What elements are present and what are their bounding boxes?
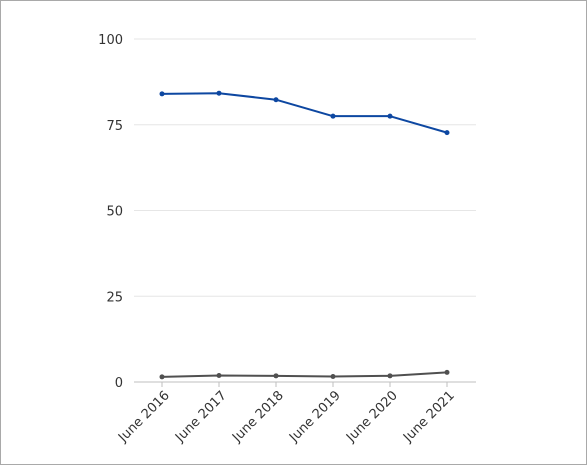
series-2-point (387, 373, 393, 379)
y-tick-label: 75 (106, 119, 123, 134)
x-tick-label: June 2017 (172, 388, 230, 446)
x-tick-label: June 2016 (115, 388, 173, 446)
series-2-point (159, 374, 165, 380)
series-2-point (330, 374, 336, 380)
x-tick-label: June 2020 (343, 388, 401, 446)
gridlines (134, 38, 476, 383)
y-tick-label: 25 (106, 290, 123, 305)
y-tick-label: 0 (115, 376, 123, 391)
x-tick-label: June 2021 (400, 388, 458, 446)
y-tick-label: 50 (106, 205, 123, 220)
x-axis: June 2016 June 2017 June 2018 June 2019 June… (115, 382, 458, 446)
series-1-point (387, 113, 393, 119)
series-1-point (216, 90, 222, 96)
series-1-point (159, 91, 165, 97)
series-2-point (216, 372, 222, 378)
series-1-point (273, 97, 279, 103)
x-tick-label: June 2019 (286, 388, 344, 446)
series-group (159, 90, 450, 380)
series-1-line (161, 92, 448, 134)
series-2-point (444, 369, 450, 375)
x-tick-label: June 2018 (229, 388, 287, 446)
series-2-line (161, 371, 448, 378)
series-2-point (273, 373, 279, 379)
y-tick-label: 100 (98, 33, 123, 48)
series-1-point (330, 113, 336, 119)
series-1 (159, 90, 450, 136)
series-2 (159, 369, 450, 380)
y-axis: 0 25 50 75 100 (98, 33, 123, 391)
series-1-point (444, 130, 450, 136)
